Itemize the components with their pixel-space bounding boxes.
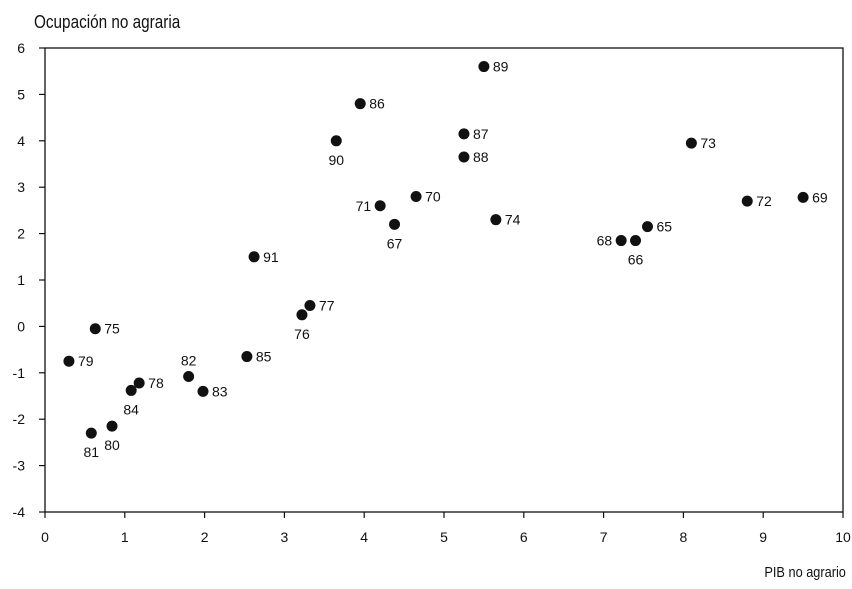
x-tick-label: 1 — [121, 529, 129, 545]
point-label: 82 — [181, 353, 197, 369]
x-tick-label: 4 — [360, 529, 368, 545]
point-label: 65 — [656, 219, 672, 235]
data-point — [615, 235, 627, 247]
y-axis-title: Ocupación no agraria — [34, 12, 181, 32]
data-point — [330, 135, 342, 147]
point-label: 79 — [78, 353, 94, 369]
point-label: 69 — [812, 189, 828, 205]
point-label: 66 — [628, 252, 644, 268]
point-label: 68 — [597, 233, 613, 249]
y-tick-label: -4 — [13, 504, 26, 520]
data-point — [685, 137, 697, 149]
data-point — [410, 190, 422, 202]
point-label: 91 — [263, 249, 279, 265]
point-label: 85 — [256, 349, 272, 365]
x-tick-label: 10 — [835, 529, 851, 545]
y-tick-label: 2 — [17, 226, 25, 242]
y-tick-label: 0 — [17, 318, 25, 334]
x-tick-label: 3 — [281, 529, 289, 545]
y-tick-label: 1 — [17, 272, 25, 288]
point-label: 87 — [473, 126, 489, 142]
point-label: 83 — [212, 383, 228, 399]
point-label: 89 — [493, 59, 509, 75]
point-label: 71 — [356, 198, 372, 214]
y-tick-label: 6 — [17, 40, 25, 56]
data-point — [741, 195, 753, 207]
y-tick-label: -1 — [13, 365, 26, 381]
y-tick-label: 3 — [17, 179, 25, 195]
data-point — [354, 98, 366, 110]
data-point — [248, 251, 260, 263]
y-tick-label: -3 — [13, 458, 26, 474]
x-tick-label: 7 — [600, 529, 608, 545]
x-tick-label: 6 — [520, 529, 528, 545]
data-point — [630, 235, 642, 247]
point-label: 77 — [319, 298, 335, 314]
data-point — [125, 384, 137, 396]
point-label: 67 — [387, 235, 403, 251]
point-label: 72 — [756, 193, 772, 209]
plot-frame — [44, 47, 844, 513]
point-label: 81 — [83, 444, 99, 460]
data-point — [490, 214, 502, 226]
point-label: 76 — [294, 326, 310, 342]
data-point — [133, 377, 145, 389]
point-label: 84 — [123, 401, 139, 417]
x-tick-label: 8 — [680, 529, 688, 545]
data-point — [183, 371, 195, 383]
x-tick-label: 5 — [440, 529, 448, 545]
data-point — [89, 323, 101, 335]
data-point — [296, 309, 308, 321]
data-point — [374, 200, 386, 212]
x-tick-label: 2 — [201, 529, 209, 545]
x-tick-label: 9 — [759, 529, 767, 545]
point-label: 73 — [700, 135, 716, 151]
data-point — [241, 351, 253, 363]
y-tick-label: 4 — [17, 133, 25, 149]
data-point — [458, 151, 470, 163]
point-label: 80 — [104, 437, 120, 453]
data-point — [458, 128, 470, 140]
y-tick-label: -2 — [13, 411, 26, 427]
point-label: 70 — [425, 188, 441, 204]
data-point — [63, 355, 75, 367]
data-point — [304, 300, 316, 312]
data-point — [641, 221, 653, 233]
point-label: 88 — [473, 149, 489, 165]
data-point — [197, 385, 209, 397]
x-axis-title: PIB no agrario — [764, 564, 846, 581]
data-point — [478, 61, 490, 73]
x-tick-label: 0 — [41, 529, 49, 545]
y-tick-label: 5 — [17, 86, 25, 102]
point-label: 75 — [104, 321, 120, 337]
data-point — [389, 218, 401, 230]
point-label: 74 — [505, 212, 521, 228]
data-point — [85, 427, 97, 439]
data-point — [797, 191, 809, 203]
point-label: 90 — [328, 152, 344, 168]
point-label: 78 — [148, 375, 164, 391]
data-point — [106, 420, 118, 432]
point-label: 86 — [369, 96, 385, 112]
